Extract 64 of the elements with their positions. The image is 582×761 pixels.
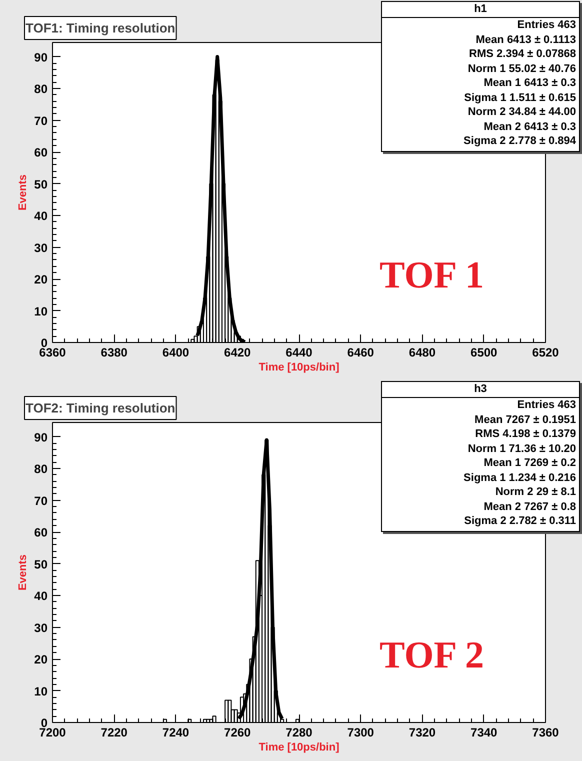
annotation: Mean 7267 ± 0.1951 (474, 412, 577, 427)
annotation: Norm 2 29 ± 8.1 (494, 485, 577, 500)
y-tick-label: 90 (34, 50, 48, 64)
y-tick-label: 90 (34, 430, 48, 444)
y-tick-label: 80 (34, 462, 48, 476)
y-tick-label: 60 (34, 526, 48, 540)
annotation: Mean 6413 ± 0.1113 (474, 32, 577, 47)
y-tick-label: 20 (34, 272, 48, 287)
x-tick-label: 7220 (100, 726, 128, 740)
y-tick-label: 30 (34, 240, 48, 255)
x-axis-title: Time [10ps/bin] (258, 742, 340, 754)
annotation: Sigma 2 2.778 ± 0.894 (462, 134, 577, 148)
text: Entries 463 (517, 19, 576, 31)
x-tick-label: 6440 (286, 346, 313, 360)
y-tick-label: 50 (34, 177, 48, 192)
x-tick-label: 7340 (470, 726, 498, 740)
annotation: Sigma 1 1.511 ± 0.615 (463, 90, 577, 105)
y-tick-label: 40 (34, 209, 48, 224)
y-axis-title: Events (17, 174, 30, 211)
y-tick-label: 80 (34, 82, 48, 96)
y-tick-label: 10 (34, 684, 48, 698)
annotation: Sigma 1 1.234 ± 0.216 (462, 470, 577, 485)
x-tick-label: 7260 (224, 726, 252, 740)
annotation: Norm 1 55.02 ± 40.76 (466, 62, 577, 76)
annotation: TOF 2 (380, 634, 484, 676)
y-tick-label: 40 (34, 589, 48, 604)
y-tick-label: 70 (34, 114, 48, 128)
y-tick-label: 70 (34, 494, 48, 508)
y-tick-label: 60 (34, 146, 48, 160)
chart-title: TOF1: Timing resolution (26, 20, 176, 36)
annotation: TOF 1 (380, 254, 484, 296)
annotation: Mean 2 7267 ± 0.8 (482, 500, 577, 514)
x-tick-label: 6420 (224, 346, 252, 360)
x-tick-label: 6500 (470, 346, 498, 360)
x-tick-label: 7280 (286, 726, 313, 740)
x-tick-label: 6520 (532, 346, 560, 360)
y-tick-label: 20 (34, 652, 48, 667)
x-tick-label: 6380 (100, 346, 128, 360)
annotation: Mean 2 6413 ± 0.3 (482, 120, 577, 134)
x-tick-label: 6400 (162, 346, 190, 360)
x-tick-label: 7360 (532, 726, 560, 740)
x-axis-title: Time [10ps/bin] (258, 362, 340, 374)
x-tick-label: 7320 (408, 726, 436, 740)
annotation: Norm 2 34.84 ± 44.00 (466, 105, 577, 120)
annotation: Sigma 2 2.782 ± 0.311 (463, 514, 577, 528)
y-tick-label: 30 (34, 620, 48, 635)
x-tick-label: 6360 (39, 346, 66, 360)
y-tick-label: 10 (34, 304, 48, 318)
annotation: RMS 2.394 ± 0.07868 (468, 47, 577, 62)
annotation: Norm 1 71.36 ± 10.20 (466, 442, 577, 456)
x-tick-label: 6460 (347, 346, 374, 360)
y-tick-label: 50 (34, 557, 48, 572)
x-tick-label: 7240 (162, 726, 190, 740)
chart-title: TOF2: Timing resolution (26, 400, 176, 416)
text: Entries 463 (517, 399, 576, 411)
annotation: Mean 1 6413 ± 0.3 (482, 76, 577, 90)
y-axis-title: Events (17, 554, 30, 591)
annotation: RMS 4.198 ± 0.1379 (474, 427, 577, 442)
x-tick-label: 6480 (408, 346, 436, 360)
x-tick-label: 7300 (347, 726, 374, 740)
x-tick-label: 7200 (39, 726, 66, 740)
annotation: Mean 1 7269 ± 0.2 (482, 456, 577, 470)
text: h3 (474, 383, 487, 395)
text: h1 (474, 3, 487, 15)
